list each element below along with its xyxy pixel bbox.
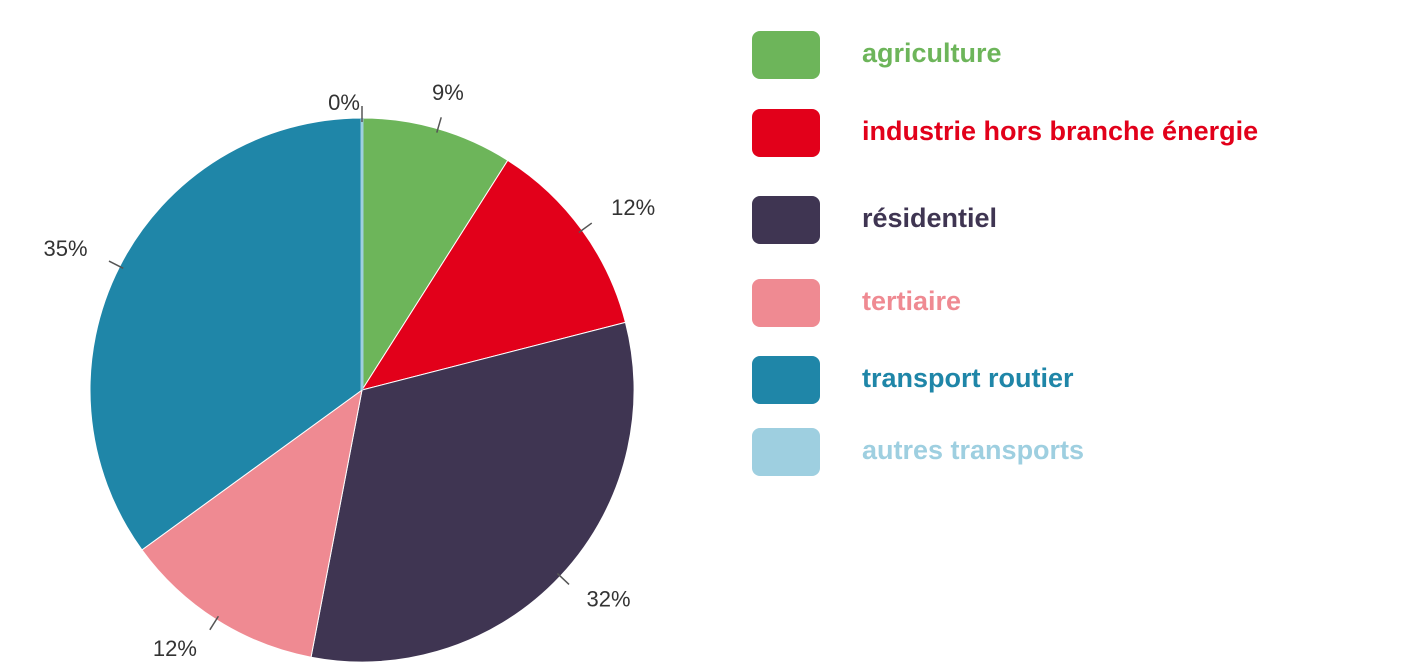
legend-icon (752, 428, 820, 476)
legend-label: tertiaire (862, 286, 961, 316)
data-label: 0% (328, 90, 360, 115)
data-label: 35% (44, 236, 88, 261)
legend-icon (752, 356, 820, 404)
data-label: 12% (153, 636, 197, 661)
legend-icon (752, 109, 820, 157)
leader-line (436, 117, 442, 133)
data-label: 12% (611, 195, 655, 220)
legend-icon (752, 196, 820, 244)
data-label: 9% (432, 80, 464, 105)
data-label: 32% (587, 587, 631, 612)
leader-line (108, 260, 124, 269)
legend-icon (752, 31, 820, 79)
legend-label: résidentiel (862, 203, 997, 233)
legend-label: agriculture (862, 38, 1002, 68)
legend-label: transport routier (862, 363, 1074, 393)
legend-label: autres transports (862, 435, 1084, 465)
legend-icon (752, 279, 820, 327)
leader-line (556, 572, 570, 585)
leader-line (578, 222, 593, 234)
leader-line (209, 615, 220, 631)
legend-label: industrie hors branche énergie (862, 116, 1258, 146)
